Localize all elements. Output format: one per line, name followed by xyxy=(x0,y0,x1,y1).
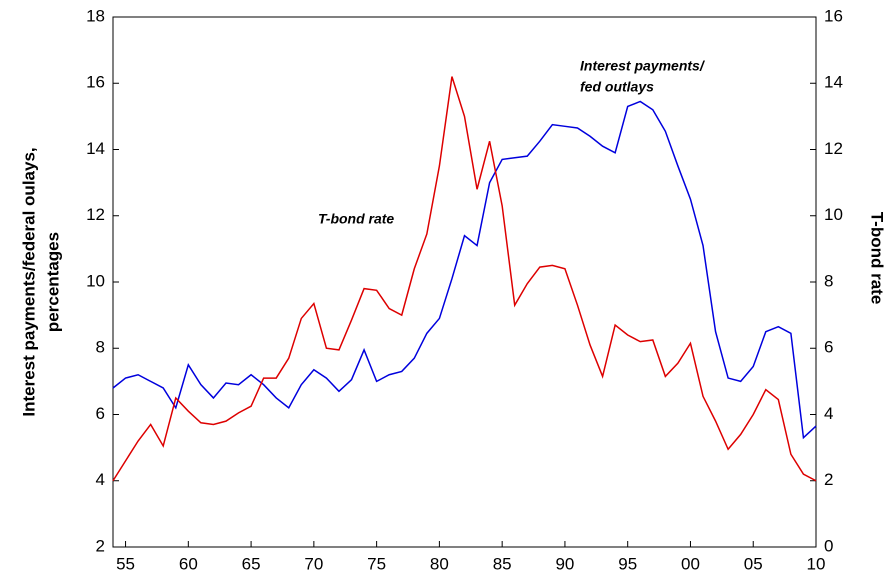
y2-tick-label: 14 xyxy=(824,73,843,92)
y2-tick-label: 2 xyxy=(824,470,833,489)
y2-tick-label: 8 xyxy=(824,271,833,290)
y2-tick-label: 16 xyxy=(824,6,843,25)
y2-tick-label: 10 xyxy=(824,205,843,224)
x-tick-label: 60 xyxy=(179,554,198,573)
y-tick-label: 10 xyxy=(86,271,105,290)
y2-tick-label: 0 xyxy=(824,536,833,555)
annotation: T-bond rate xyxy=(318,211,394,227)
annotation: fed outlays xyxy=(580,79,654,95)
x-tick-label: 80 xyxy=(430,554,449,573)
y2-tick-label: 12 xyxy=(824,139,843,158)
y-tick-label: 14 xyxy=(86,139,105,158)
x-tick-label: 75 xyxy=(367,554,386,573)
x-tick-label: 65 xyxy=(242,554,261,573)
y-tick-label: 16 xyxy=(86,73,105,92)
x-tick-label: 95 xyxy=(618,554,637,573)
y2-tick-label: 6 xyxy=(824,338,833,357)
y2-axis-label: T-bond rate xyxy=(868,212,887,305)
x-tick-label: 55 xyxy=(116,554,135,573)
y-tick-label: 6 xyxy=(96,404,105,423)
y-tick-label: 2 xyxy=(96,536,105,555)
y-axis-label: Interest payments/federal oulays, xyxy=(19,147,38,416)
x-tick-label: 90 xyxy=(555,554,574,573)
series-line xyxy=(112,100,817,440)
x-tick-label: 10 xyxy=(807,554,826,573)
x-tick-label: 70 xyxy=(304,554,323,573)
y-tick-label: 18 xyxy=(86,6,105,25)
x-tick-label: 85 xyxy=(493,554,512,573)
x-tick-label: 05 xyxy=(744,554,763,573)
y-axis-label: percentages xyxy=(43,232,62,332)
x-tick-label: 00 xyxy=(681,554,700,573)
annotation: Interest payments/ xyxy=(580,58,706,74)
series-line xyxy=(112,76,817,482)
plot-frame xyxy=(112,16,817,548)
y2-tick-label: 4 xyxy=(824,404,833,423)
y-tick-label: 12 xyxy=(86,205,105,224)
y-tick-label: 4 xyxy=(96,470,105,489)
y-tick-label: 8 xyxy=(96,338,105,357)
